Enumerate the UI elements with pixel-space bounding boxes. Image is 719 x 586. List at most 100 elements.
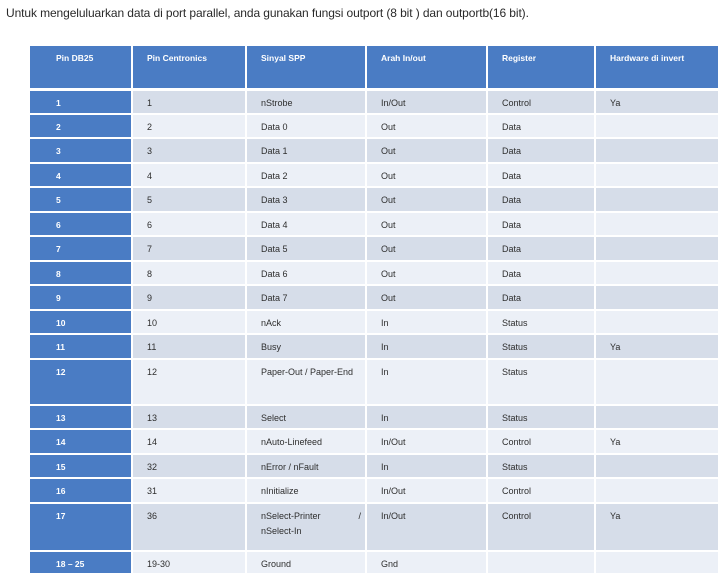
header-direction: Arah In/out <box>366 46 488 91</box>
cell-signal: Data 1 <box>246 138 367 164</box>
cell-signal: Data 7 <box>246 285 367 311</box>
cell-direction: Out <box>366 285 488 311</box>
cell-pin-centronics: 19-30 <box>132 550 247 573</box>
cell-pin-db25: 15 <box>30 453 133 479</box>
cell-pin-db25: 17 <box>30 502 133 552</box>
cell-register <box>487 550 596 573</box>
parallel-port-pin-table: Pin DB25 Pin Centronics Sinyal SPP Arah … <box>30 46 718 573</box>
cell-pin-db25: 12 <box>30 358 133 406</box>
cell-pin-db25: 6 <box>30 211 133 237</box>
cell-register: Data <box>487 162 596 188</box>
cell-signal: nError / nFault <box>246 453 367 479</box>
cell-inverted <box>595 113 718 139</box>
cell-direction: Out <box>366 211 488 237</box>
cell-register: Control <box>487 502 596 552</box>
table-row: 4 4 Data 2 Out Data <box>30 162 718 188</box>
cell-direction: Out <box>366 187 488 213</box>
cell-inverted: Ya <box>595 429 718 455</box>
cell-register: Status <box>487 358 596 406</box>
table-row: 16 31 nInitialize In/Out Control <box>30 478 718 504</box>
cell-pin-centronics: 8 <box>132 260 247 286</box>
cell-pin-centronics: 32 <box>132 453 247 479</box>
cell-pin-centronics: 1 <box>132 89 247 115</box>
cell-register: Status <box>487 309 596 335</box>
cell-pin-db25: 1 <box>30 89 133 115</box>
cell-pin-centronics: 14 <box>132 429 247 455</box>
cell-register: Data <box>487 113 596 139</box>
cell-signal: nAck <box>246 309 367 335</box>
cell-register: Data <box>487 260 596 286</box>
header-signal-spp: Sinyal SPP <box>246 46 367 91</box>
cell-pin-db25: 14 <box>30 429 133 455</box>
table-row: 6 6 Data 4 Out Data <box>30 211 718 237</box>
cell-pin-centronics: 4 <box>132 162 247 188</box>
table-row: 17 36 nSelect-Printer / nSelect-In In/Ou… <box>30 502 718 552</box>
cell-inverted <box>595 260 718 286</box>
header-pin-db25: Pin DB25 <box>30 46 133 91</box>
table-row: 12 12 Paper-Out / Paper-End In Status <box>30 358 718 406</box>
cell-pin-centronics: 7 <box>132 236 247 262</box>
cell-register: Status <box>487 334 596 360</box>
cell-pin-db25: 4 <box>30 162 133 188</box>
cell-pin-db25: 5 <box>30 187 133 213</box>
cell-pin-centronics: 3 <box>132 138 247 164</box>
cell-inverted <box>595 187 718 213</box>
cell-signal: Data 2 <box>246 162 367 188</box>
cell-signal: Data 4 <box>246 211 367 237</box>
table-row: 18 – 25 19-30 Ground Gnd <box>30 550 718 573</box>
cell-direction: Gnd <box>366 550 488 573</box>
cell-direction: In <box>366 453 488 479</box>
cell-inverted <box>595 138 718 164</box>
cell-direction: In <box>366 334 488 360</box>
cell-pin-db25: 11 <box>30 334 133 360</box>
table-row: 2 2 Data 0 Out Data <box>30 113 718 139</box>
table-row: 14 14 nAuto-Linefeed In/Out Control Ya <box>30 429 718 455</box>
cell-direction: Out <box>366 113 488 139</box>
cell-register: Control <box>487 478 596 504</box>
cell-register: Control <box>487 429 596 455</box>
cell-pin-db25: 18 – 25 <box>30 550 133 573</box>
cell-register: Data <box>487 187 596 213</box>
cell-direction: In/Out <box>366 89 488 115</box>
cell-signal: Select <box>246 404 367 430</box>
cell-direction: In/Out <box>366 502 488 552</box>
cell-pin-db25: 13 <box>30 404 133 430</box>
table-row: 13 13 Select In Status <box>30 404 718 430</box>
cell-pin-db25: 8 <box>30 260 133 286</box>
cell-direction: In <box>366 404 488 430</box>
table-row: 15 32 nError / nFault In Status <box>30 453 718 479</box>
table-header-row: Pin DB25 Pin Centronics Sinyal SPP Arah … <box>30 46 718 91</box>
cell-pin-db25: 16 <box>30 478 133 504</box>
cell-pin-centronics: 2 <box>132 113 247 139</box>
cell-direction: Out <box>366 138 488 164</box>
cell-direction: In <box>366 358 488 406</box>
table-row: 3 3 Data 1 Out Data <box>30 138 718 164</box>
cell-inverted <box>595 453 718 479</box>
cell-inverted <box>595 358 718 406</box>
cell-signal: Data 6 <box>246 260 367 286</box>
cell-direction: In/Out <box>366 429 488 455</box>
cell-pin-db25: 10 <box>30 309 133 335</box>
cell-inverted <box>595 285 718 311</box>
cell-register: Data <box>487 285 596 311</box>
intro-text: Untuk mengeluluarkan data di port parall… <box>6 6 529 20</box>
cell-signal: nStrobe <box>246 89 367 115</box>
table-row: 5 5 Data 3 Out Data <box>30 187 718 213</box>
header-register: Register <box>487 46 596 91</box>
cell-pin-centronics: 11 <box>132 334 247 360</box>
cell-inverted: Ya <box>595 334 718 360</box>
cell-pin-centronics: 10 <box>132 309 247 335</box>
cell-signal: nSelect-Printer / nSelect-In <box>246 502 367 552</box>
cell-register: Data <box>487 211 596 237</box>
cell-direction: In/Out <box>366 478 488 504</box>
cell-pin-centronics: 6 <box>132 211 247 237</box>
cell-pin-centronics: 13 <box>132 404 247 430</box>
cell-pin-db25: 7 <box>30 236 133 262</box>
cell-direction: Out <box>366 260 488 286</box>
pin-table-container: Pin DB25 Pin Centronics Sinyal SPP Arah … <box>30 46 718 573</box>
cell-inverted <box>595 404 718 430</box>
cell-pin-centronics: 12 <box>132 358 247 406</box>
table-row: 10 10 nAck In Status <box>30 309 718 335</box>
cell-inverted: Ya <box>595 502 718 552</box>
cell-signal: Busy <box>246 334 367 360</box>
